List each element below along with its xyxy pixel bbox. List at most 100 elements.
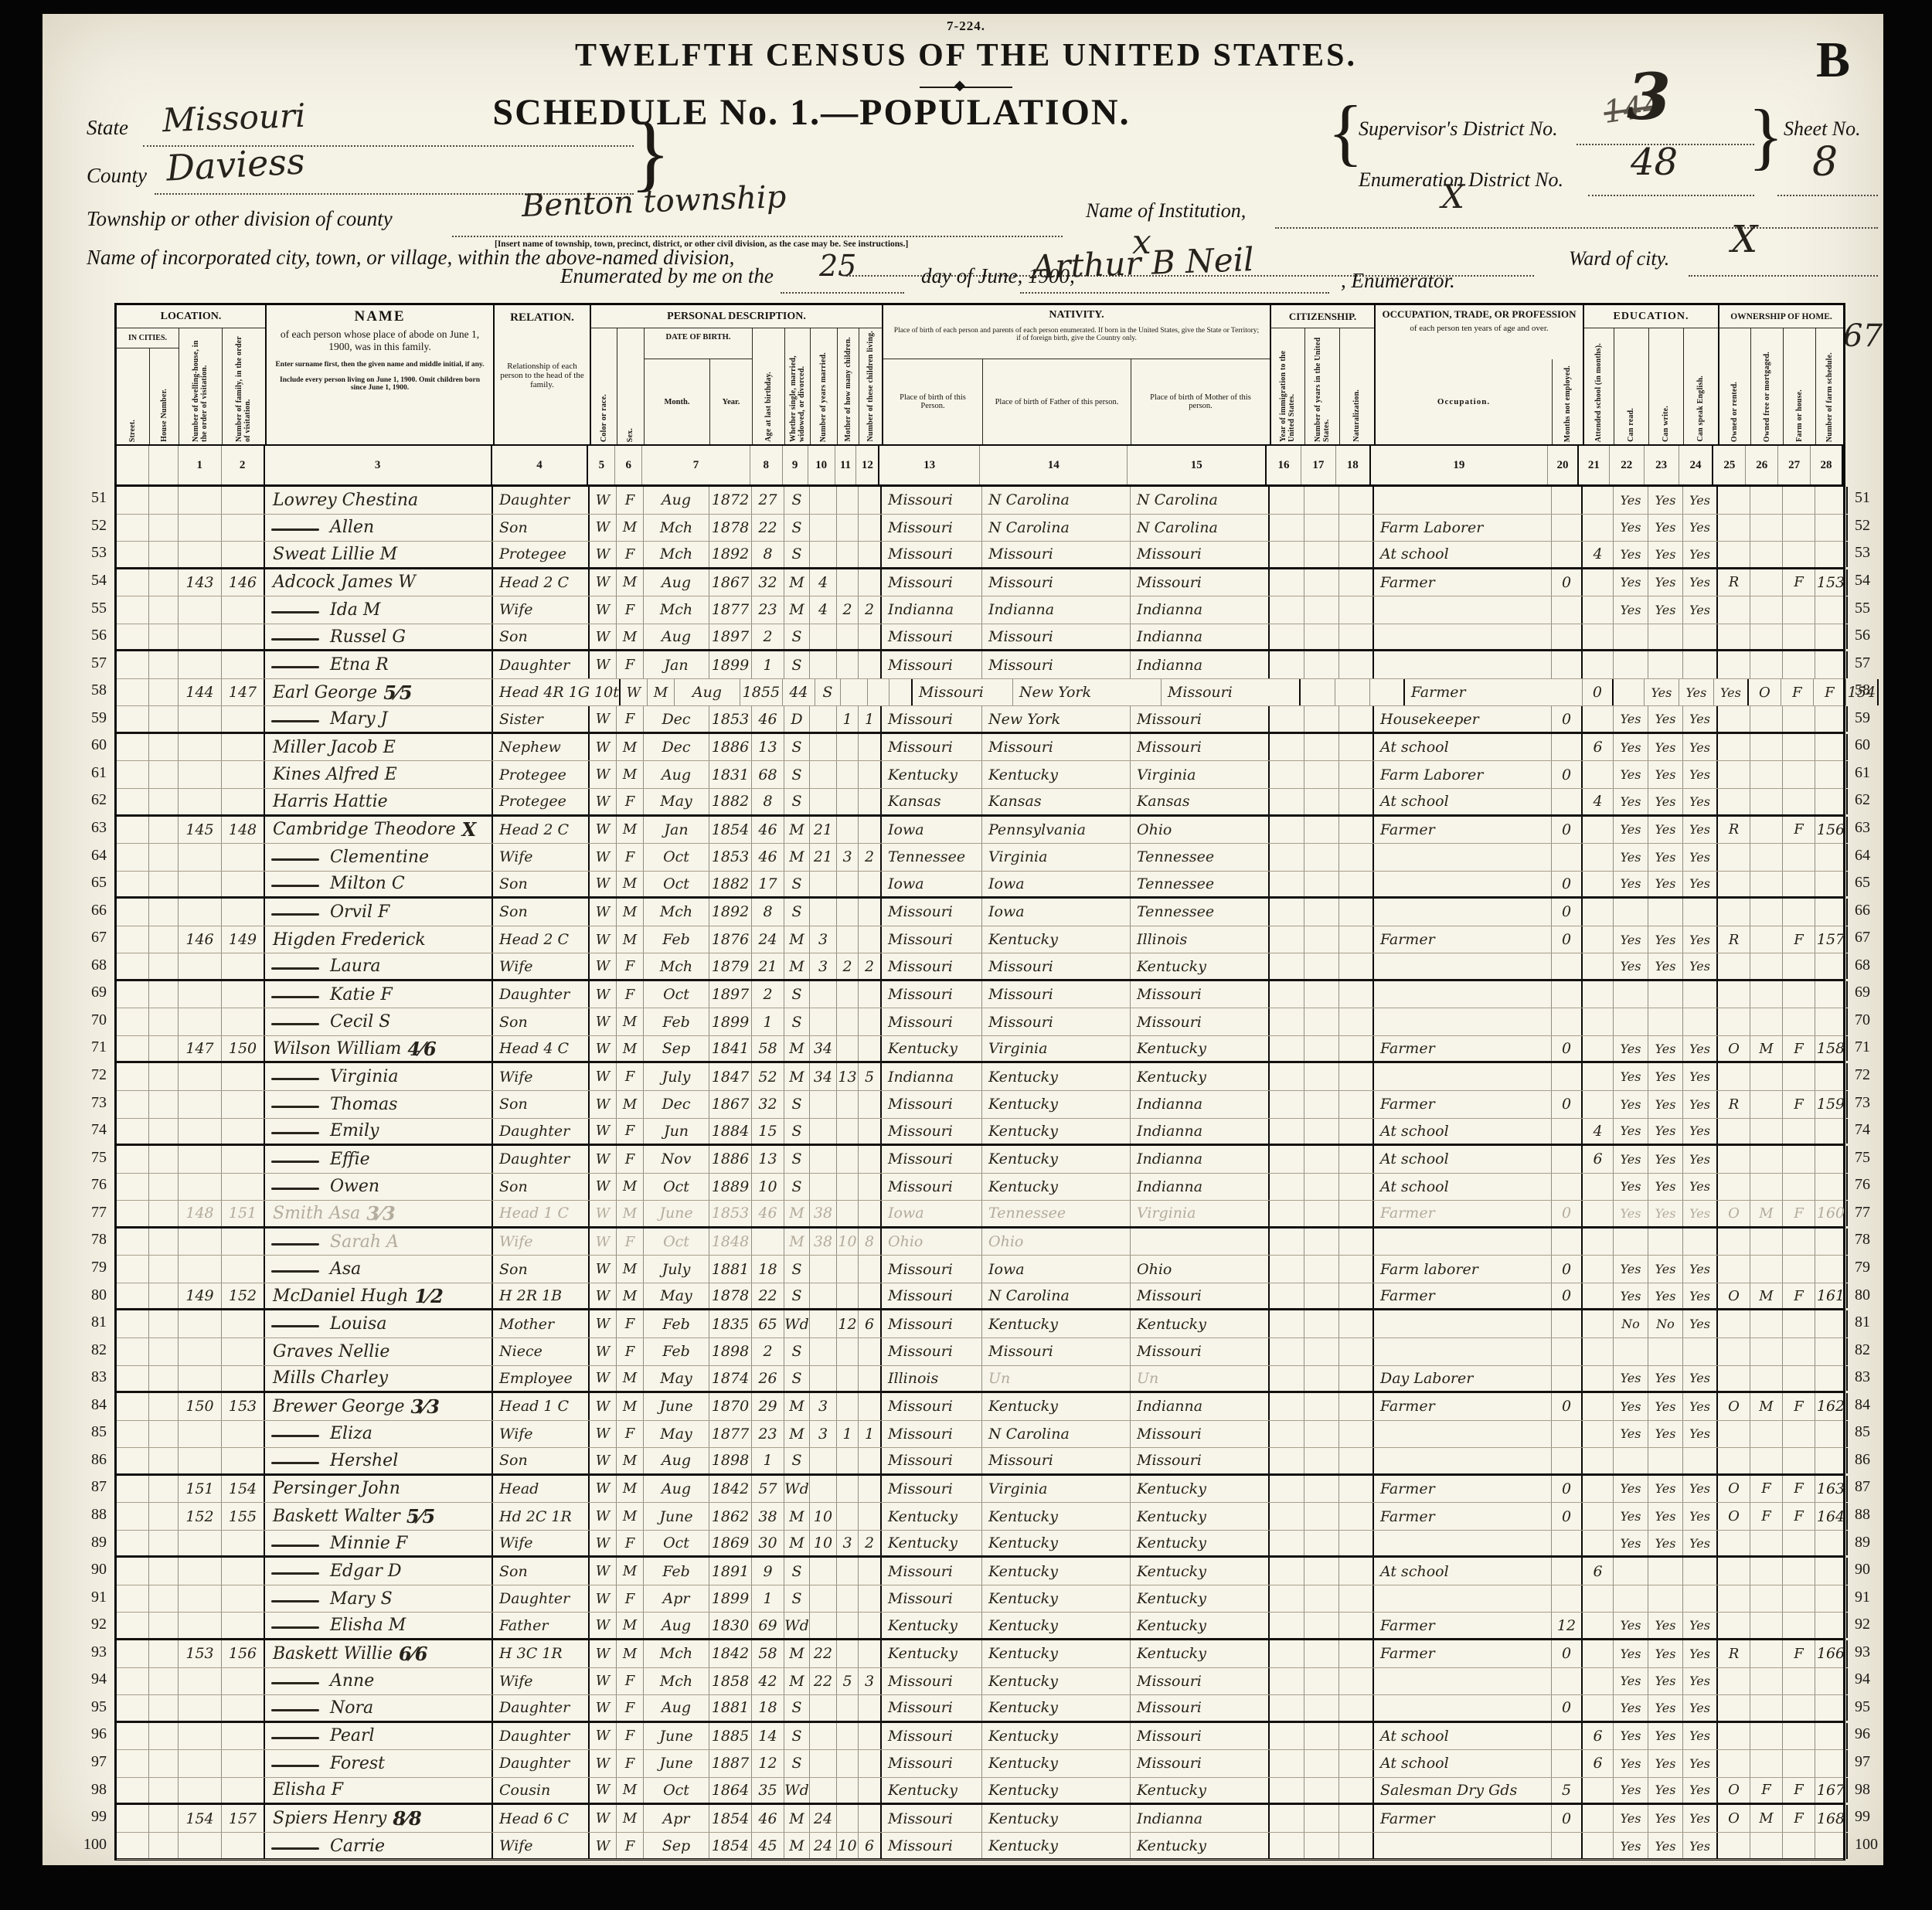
cell-farm-schedule-no [1815,980,1848,1008]
cell-sex: F [617,1118,644,1144]
cell-months-not-employed [1552,487,1583,514]
cell-sex: M [617,1173,644,1201]
cell-birthplace-father: Kentucky [982,1695,1131,1721]
cell-street [117,1640,149,1667]
cell-birthplace-person: Kentucky [882,1035,982,1062]
cell-house-number [149,1503,179,1530]
ditto-mark [271,1847,319,1850]
name-annotation: 3⁄3 [410,1395,440,1418]
cell-house-number [149,761,179,789]
line-number: 95 [91,1698,107,1715]
cell-children-living [859,871,882,897]
cell-months-not-employed: 0 [1552,871,1583,897]
cell-mother-of-children [837,1695,859,1721]
cell-naturalization [1339,816,1374,844]
cell-months-not-employed [1552,624,1583,650]
cell-months-not-employed: 0 [1552,1035,1583,1062]
cell-mother-of-children [837,1475,859,1503]
table-row: Graves Nellie Niece W F Feb 1898 2 S Missouri Mis… [117,1337,1848,1366]
cell-farm-or-house [1783,1558,1815,1585]
cell-birthplace-father: Kentucky [982,1146,1131,1173]
cell-can-read: Yes [1614,1256,1648,1283]
cell-birth-year: 1867 [709,1091,752,1118]
cell-naturalization [1339,1091,1374,1118]
cell-birthplace-person: Kentucky [882,1530,982,1556]
cell-birth-year: 1892 [709,542,752,567]
table-row: Cecil S Son W M Feb 1899 1 S Missouri Missouri Mis… [117,1008,1848,1036]
column-number: 19 [1371,446,1548,484]
cell-marital-status: M [784,1667,810,1695]
cell-birthplace-mother: Un [1131,1365,1270,1392]
cell-mother-of-children [837,789,859,814]
ditto-mark [271,1572,319,1575]
cell-can-speak-english [1683,624,1718,650]
cell-birth-month: Oct [644,1173,709,1201]
cell-months-not-employed [1552,1750,1583,1777]
cell-name: Sweat Lillie M [265,542,493,567]
cell-birthplace-father: Tennessee [982,1201,1131,1226]
cell-birth-year: 1899 [709,651,752,678]
ditto-mark [271,637,319,641]
cell-color-race: W [590,1008,617,1035]
cell-house-number [149,1365,179,1392]
cell-children-living [859,733,882,761]
cell-birthplace-father: Kentucky [982,1722,1131,1750]
cell-occupation: Farmer [1374,1613,1552,1638]
ditto-mark [271,666,319,669]
cell-months-not-employed [1552,542,1583,567]
name-title: NAME [354,308,406,325]
cell-years-in-us [1304,1640,1339,1667]
cell-naturalization [1339,1722,1374,1750]
cell-can-write: Yes [1648,871,1683,897]
name-note-1: Enter surname first, then the given name… [275,361,485,369]
cell-house-number [149,1695,179,1721]
cell-farm-schedule-no: 162 [1815,1393,1848,1420]
cell-relation: Niece [493,1337,590,1365]
cell-relation: Daughter [493,651,590,678]
cell-birth-year: 1877 [709,1420,752,1448]
cell-children-living [859,1585,882,1613]
cell-birthplace-person: Missouri [882,1448,982,1473]
cell-birth-month: Apr [644,1585,709,1613]
cell-house-number [149,1805,179,1832]
cell-relation: Daughter [493,487,590,514]
line-number: 64 [91,846,107,864]
cell-mother-of-children [837,1173,859,1201]
cell-color-race: W [590,1283,617,1309]
cell-name: Forest [265,1750,493,1777]
line-number: 92 [91,1616,107,1633]
line-number: 76 [1855,1176,1870,1194]
line-number: 75 [1855,1148,1870,1166]
cell-years-in-us [1304,1503,1339,1530]
cell-occupation: Salesman Dry Gds [1374,1777,1552,1803]
cell-children-living [859,1695,882,1721]
state-value: Missouri [162,96,307,140]
cell-color-race: W [590,816,617,844]
cell-name: Earl George 5⁄5 [265,678,493,706]
cell-birth-month: June [644,1750,709,1777]
cell-marital-status: S [784,624,810,650]
state-line [143,145,634,147]
cell-can-write: Yes [1648,1695,1683,1721]
cell-occupation: Farmer [1374,1475,1552,1503]
cell-naturalization [1339,1337,1374,1365]
cell-years-in-us [1304,1283,1339,1309]
cell-relation: Head 2 C [493,569,590,596]
cell-name: Minnie F [265,1530,493,1556]
cell-attended-school [1583,1613,1614,1638]
cell-year-immigration [1301,678,1335,706]
cell-sex: M [617,816,644,844]
cell-color-race: W [590,1337,617,1365]
line-number: 97 [91,1753,107,1771]
cell-street [117,1393,149,1420]
line-number: 69 [91,984,107,1001]
cell-farm-schedule-no [1815,1695,1848,1721]
cell-mother-of-children: 5 [837,1667,859,1695]
column-number: 20 [1548,446,1579,484]
cell-can-read [1614,651,1648,678]
cell-farm-or-house: F [1783,1201,1815,1226]
cell-year-immigration [1270,596,1304,624]
cell-house-number [149,1832,179,1860]
cell-age: 44 [783,678,815,706]
ditto-mark [271,528,319,532]
